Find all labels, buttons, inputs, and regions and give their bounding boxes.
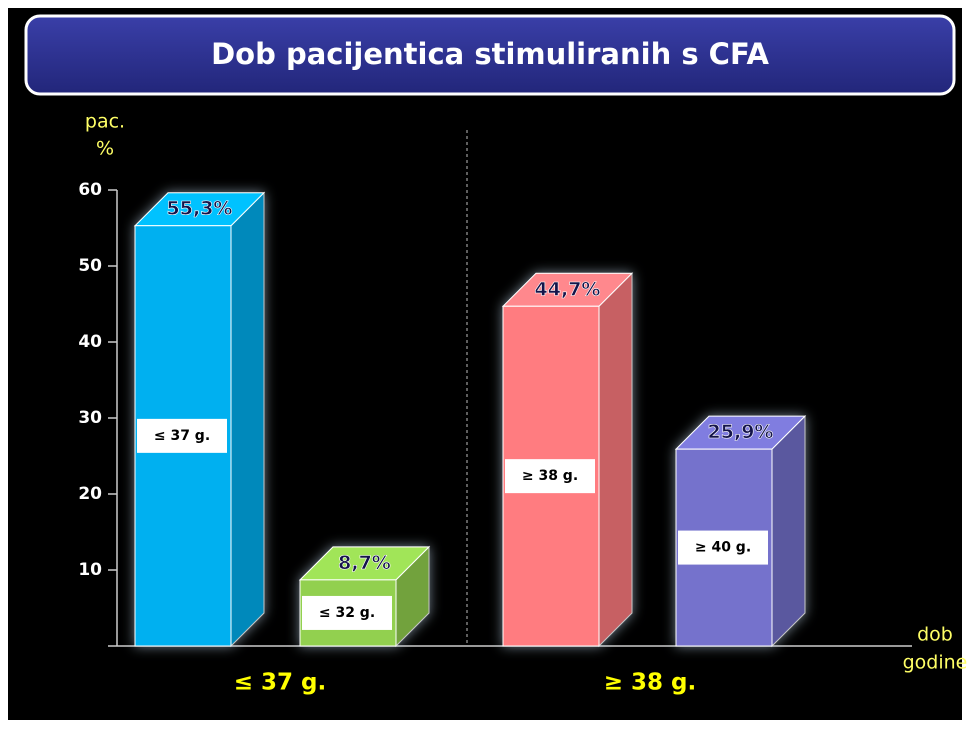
- y-tick-label: 50: [78, 256, 102, 276]
- bar-side: [230, 191, 265, 648]
- group-label: ≤ 37 g.: [234, 670, 327, 696]
- group-label: ≥ 38 g.: [604, 670, 697, 696]
- y-axis-label: pac.: [85, 111, 125, 133]
- y-tick-label: 10: [78, 560, 102, 580]
- chart-title: Dob pacijentica stimuliranih s CFA: [211, 37, 769, 71]
- value-label: 8,7%: [338, 552, 391, 574]
- bar-side: [771, 414, 806, 648]
- category-label: ≥ 38 g.: [522, 468, 578, 484]
- category-box: [302, 595, 392, 630]
- y-tick-label: 20: [78, 484, 102, 504]
- bar-side: [598, 272, 633, 648]
- y-tick-label: 30: [78, 408, 102, 428]
- value-label: 44,7%: [535, 278, 601, 300]
- x-axis-label: dob: [917, 624, 953, 646]
- category-box: [678, 530, 768, 565]
- value-label: 25,9%: [708, 421, 774, 443]
- category-label: ≤ 32 g.: [319, 605, 375, 621]
- y-axis-label: %: [96, 138, 114, 160]
- y-tick-label: 60: [78, 180, 102, 200]
- category-box: [505, 459, 595, 494]
- x-axis-label: godine: [903, 652, 968, 674]
- title-box: [24, 14, 956, 96]
- category-label: ≤ 37 g.: [154, 428, 210, 444]
- category-box: [137, 418, 227, 453]
- y-tick-label: 40: [78, 332, 102, 352]
- value-label: 55,3%: [167, 198, 233, 220]
- category-label: ≥ 40 g.: [695, 540, 751, 556]
